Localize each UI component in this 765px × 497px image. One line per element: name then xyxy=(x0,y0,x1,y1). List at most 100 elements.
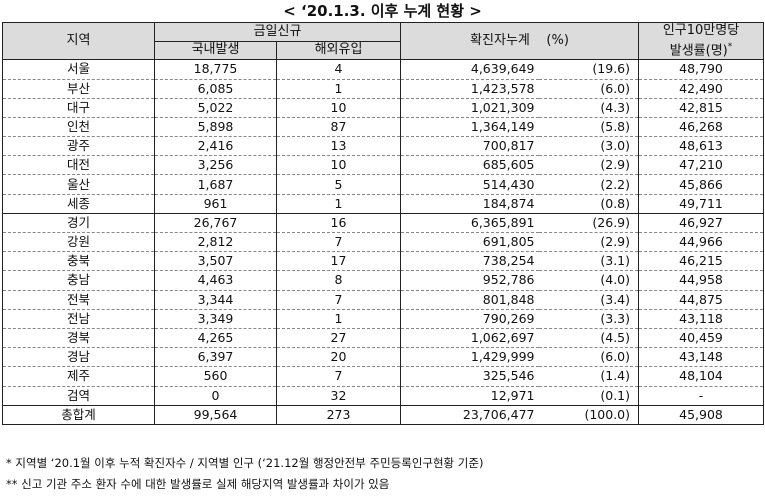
cell-rate: 43,118 xyxy=(638,309,764,329)
cell-rate: 44,958 xyxy=(638,270,764,291)
footnote-2: ** 신고 기관 주소 환자 수에 대한 발생률로 실제 해당지역 발생률과 차… xyxy=(6,477,390,491)
cell-region: 강원 xyxy=(2,232,155,252)
cell-overseas: 16 xyxy=(276,213,401,233)
page-title: < ‘20.1.3. 이후 누계 현황 > xyxy=(283,2,482,20)
header-per100k-line1: 인구10만명당 xyxy=(662,23,740,38)
table-row: 울산 1,687 5 514,430 (2.2) 45,866 xyxy=(2,174,764,195)
header-pct-label: (%) xyxy=(546,33,569,49)
cell-domestic: 0 xyxy=(154,386,277,406)
table-row: 제주 560 7 325,546 (1.4) 48,104 xyxy=(2,366,764,387)
header-star: * xyxy=(727,42,733,52)
cell-cumulative: 952,786 xyxy=(400,270,539,291)
cell-overseas: 13 xyxy=(276,136,401,156)
cell-domestic: 6,085 xyxy=(154,79,277,99)
header-per100k-line2: 발생률(명)* xyxy=(669,42,733,59)
cell-rate: 45,866 xyxy=(638,174,764,195)
cell-overseas: 10 xyxy=(276,155,401,175)
table-row: 강원 2,812 7 691,805 (2.9) 44,966 xyxy=(2,232,764,252)
cell-pct: (26.9) xyxy=(538,213,639,233)
table-row: 부산 6,085 1 1,423,578 (6.0) 42,490 xyxy=(2,79,764,99)
cell-domestic: 560 xyxy=(154,366,277,387)
cell-cumulative: 23,706,477 xyxy=(400,404,539,425)
cell-pct: (2.9) xyxy=(538,155,639,175)
cell-domestic: 4,265 xyxy=(154,328,277,348)
cell-overseas: 1 xyxy=(276,309,401,329)
cell-domestic: 961 xyxy=(154,194,277,214)
cell-overseas: 20 xyxy=(276,347,401,367)
cell-cumulative: 6,365,891 xyxy=(400,213,539,233)
cell-pct: (4.5) xyxy=(538,328,639,348)
cell-cumulative: 738,254 xyxy=(400,251,539,271)
cell-overseas: 32 xyxy=(276,386,401,406)
cell-rate: 46,215 xyxy=(638,251,764,271)
table-row: 충남 4,463 8 952,786 (4.0) 44,958 xyxy=(2,270,764,291)
cell-rate: 42,815 xyxy=(638,98,764,118)
cell-overseas: 27 xyxy=(276,328,401,348)
cell-cumulative: 1,021,309 xyxy=(400,98,539,118)
cell-domestic: 18,775 xyxy=(154,59,277,80)
cell-rate: 44,966 xyxy=(638,232,764,252)
table-row: 총합계 99,564 273 23,706,477 (100.0) 45,908 xyxy=(2,404,764,425)
cell-rate: 48,613 xyxy=(638,136,764,156)
cell-pct: (3.3) xyxy=(538,309,639,329)
cell-overseas: 5 xyxy=(276,174,401,195)
cell-pct: (6.0) xyxy=(538,79,639,99)
table-row: 전북 3,344 7 801,848 (3.4) 44,875 xyxy=(2,290,764,310)
cell-overseas: 273 xyxy=(276,404,401,425)
header-region: 지역 xyxy=(2,21,155,61)
cell-rate: 44,875 xyxy=(638,290,764,310)
footnote-1: * 지역별 ‘20.1월 이후 누적 확진자수 / 지역별 인구 (‘21.12… xyxy=(6,456,484,470)
cell-rate: 43,148 xyxy=(638,347,764,367)
table-row: 세종 961 1 184,874 (0.8) 49,711 xyxy=(2,194,764,214)
table-row: 경기 26,767 16 6,365,891 (26.9) 46,927 xyxy=(2,213,764,233)
cell-overseas: 7 xyxy=(276,290,401,310)
cell-domestic: 99,564 xyxy=(154,404,277,425)
cell-pct: (5.8) xyxy=(538,117,639,137)
table-row: 대구 5,022 10 1,021,309 (4.3) 42,815 xyxy=(2,98,764,118)
cell-domestic: 3,349 xyxy=(154,309,277,329)
table-row: 검역 0 32 12,971 (0.1) - xyxy=(2,386,764,406)
header-overseas: 해외유입 xyxy=(276,40,401,61)
cell-overseas: 1 xyxy=(276,194,401,214)
cell-pct: (4.0) xyxy=(538,270,639,291)
cell-cumulative: 790,269 xyxy=(400,309,539,329)
cell-pct: (1.4) xyxy=(538,366,639,387)
table-row: 광주 2,416 13 700,817 (3.0) 48,613 xyxy=(2,136,764,156)
cell-pct: (2.9) xyxy=(538,232,639,252)
cell-domestic: 2,812 xyxy=(154,232,277,252)
cell-domestic: 4,463 xyxy=(154,270,277,291)
cell-pct: (4.3) xyxy=(538,98,639,118)
cell-rate: 48,104 xyxy=(638,366,764,387)
cell-cumulative: 1,429,999 xyxy=(400,347,539,367)
cell-region: 광주 xyxy=(2,136,155,156)
header-cumulative-label: 확진자누계 xyxy=(470,33,530,49)
cell-region: 경기 xyxy=(2,213,155,233)
cell-cumulative: 691,805 xyxy=(400,232,539,252)
table-row: 경남 6,397 20 1,429,999 (6.0) 43,148 xyxy=(2,347,764,367)
cell-cumulative: 685,605 xyxy=(400,155,539,175)
cell-cumulative: 801,848 xyxy=(400,290,539,310)
cell-rate: 46,927 xyxy=(638,213,764,233)
table-row: 경북 4,265 27 1,062,697 (4.5) 40,459 xyxy=(2,328,764,348)
cell-rate: - xyxy=(638,386,764,406)
cell-cumulative: 514,430 xyxy=(400,174,539,195)
cell-region: 총합계 xyxy=(2,404,155,425)
cell-rate: 49,711 xyxy=(638,194,764,214)
cell-domestic: 5,898 xyxy=(154,117,277,137)
cell-cumulative: 1,423,578 xyxy=(400,79,539,99)
cell-pct: (100.0) xyxy=(538,404,639,425)
cell-overseas: 7 xyxy=(276,232,401,252)
cell-pct: (0.8) xyxy=(538,194,639,214)
table-row: 충북 3,507 17 738,254 (3.1) 46,215 xyxy=(2,251,764,271)
table-row: 인천 5,898 87 1,364,149 (5.8) 46,268 xyxy=(2,117,764,137)
cell-pct: (3.0) xyxy=(538,136,639,156)
cell-region: 검역 xyxy=(2,386,155,406)
cell-pct: (6.0) xyxy=(538,347,639,367)
cell-domestic: 6,397 xyxy=(154,347,277,367)
cell-cumulative: 1,364,149 xyxy=(400,117,539,137)
cell-pct: (2.2) xyxy=(538,174,639,195)
cell-overseas: 4 xyxy=(276,59,401,80)
cell-region: 충북 xyxy=(2,251,155,271)
cell-overseas: 10 xyxy=(276,98,401,118)
cell-rate: 48,790 xyxy=(638,59,764,80)
